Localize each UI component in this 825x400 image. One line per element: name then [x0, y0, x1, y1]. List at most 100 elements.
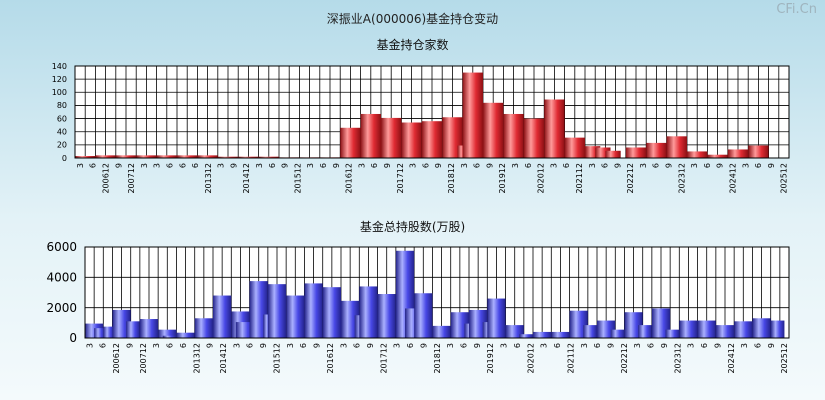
x-tick-label: 202312 [673, 343, 682, 374]
x-tick-label: 9 [434, 163, 443, 168]
bar [462, 72, 483, 158]
y-tick-label: 60 [57, 114, 67, 123]
bar [748, 145, 769, 158]
x-tick-label: 202412 [729, 163, 738, 194]
y-tick-label: 4000 [46, 271, 77, 285]
x-tick-label: 9 [281, 163, 290, 168]
x-tick-label: 3 [741, 163, 750, 168]
x-tick-label: 6 [460, 343, 469, 348]
bar [523, 118, 545, 158]
x-tick-label: 9 [767, 163, 776, 168]
x-tick-label: 9 [259, 343, 268, 348]
y-tick-label: 2000 [46, 301, 77, 315]
x-tick-label: 9 [332, 163, 341, 168]
x-tick-label: 9 [607, 343, 616, 348]
bar [519, 334, 533, 338]
bar [194, 318, 213, 338]
x-tick-label: 9 [125, 343, 134, 348]
bar [267, 284, 287, 338]
x-tick-label: 9 [114, 163, 123, 168]
x-tick-label: 200612 [101, 163, 110, 194]
bar [595, 147, 611, 158]
bar [162, 335, 177, 338]
bar [304, 283, 323, 338]
bar [156, 155, 177, 158]
x-tick-label: 6 [601, 163, 610, 168]
y-tick-label: 100 [52, 88, 67, 97]
x-tick-label: 3 [153, 163, 162, 168]
x-tick-label: 6 [353, 343, 362, 348]
x-tick-label: 3 [76, 163, 85, 168]
x-tick-label: 201612 [326, 343, 335, 374]
x-tick-label: 6 [166, 343, 175, 348]
y-tick-label: 0 [69, 331, 77, 345]
x-tick-label: 9 [419, 343, 428, 348]
y-tick-label: 80 [57, 101, 67, 110]
bar [564, 137, 585, 158]
bar [340, 127, 361, 158]
bar [625, 147, 647, 158]
x-tick-label: 9 [613, 163, 622, 168]
x-tick-label: 3 [152, 343, 161, 348]
bar [126, 321, 140, 338]
bar [533, 331, 552, 338]
bar [286, 295, 305, 338]
bar [544, 99, 565, 158]
x-tick-label: 201912 [498, 163, 507, 194]
x-tick-label: 6 [165, 163, 174, 168]
bar [197, 155, 218, 158]
y-tick-label: 40 [57, 128, 67, 137]
x-tick-label: 3 [549, 163, 558, 168]
x-tick-label: 9 [383, 163, 392, 168]
x-tick-label: 201512 [272, 343, 281, 374]
bar [687, 151, 708, 158]
bar [752, 318, 771, 338]
bar [583, 325, 597, 338]
bar [360, 113, 381, 158]
x-tick-label: 6 [647, 343, 656, 348]
x-tick-label: 202312 [677, 163, 686, 194]
x-tick-label: 6 [299, 343, 308, 348]
x-tick-label: 202112 [566, 343, 575, 374]
bar [697, 320, 716, 338]
x-tick-label: 9 [473, 343, 482, 348]
bar [707, 154, 728, 158]
x-tick-label: 3 [85, 343, 94, 348]
x-tick-label: 201812 [447, 163, 456, 194]
x-tick-label: 3 [690, 163, 699, 168]
x-tick-label: 6 [562, 163, 571, 168]
x-tick-label: 200712 [139, 343, 148, 374]
x-tick-label: 3 [255, 163, 264, 168]
bar [487, 298, 506, 338]
bar [646, 142, 667, 158]
x-tick-label: 3 [540, 343, 549, 348]
bar [666, 136, 687, 158]
bar [177, 155, 198, 158]
x-tick-label: 3 [357, 163, 366, 168]
x-tick-label: 3 [232, 343, 241, 348]
x-tick-label: 9 [206, 343, 215, 348]
bar [115, 155, 137, 158]
y-tick-label: 20 [57, 141, 67, 150]
bar [605, 150, 621, 158]
x-tick-label: 9 [366, 343, 375, 348]
x-tick-label: 202112 [575, 163, 584, 194]
y-tick-label: 120 [52, 75, 67, 84]
x-tick-label: 9 [660, 343, 669, 348]
x-tick-label: 201712 [396, 163, 405, 194]
x-tick-label: 6 [593, 343, 602, 348]
x-tick-label: 3 [740, 343, 749, 348]
bar [377, 294, 396, 338]
x-tick-label: 202212 [620, 343, 629, 374]
bar [414, 293, 433, 338]
x-tick-label: 202512 [780, 343, 789, 374]
x-tick-label: 202512 [780, 163, 789, 194]
bar [359, 286, 378, 338]
x-tick-label: 6 [513, 343, 522, 348]
plot-border [74, 65, 790, 159]
bar [238, 156, 259, 158]
bar [95, 155, 116, 158]
x-tick-label: 3 [140, 163, 149, 168]
bar [176, 332, 195, 338]
